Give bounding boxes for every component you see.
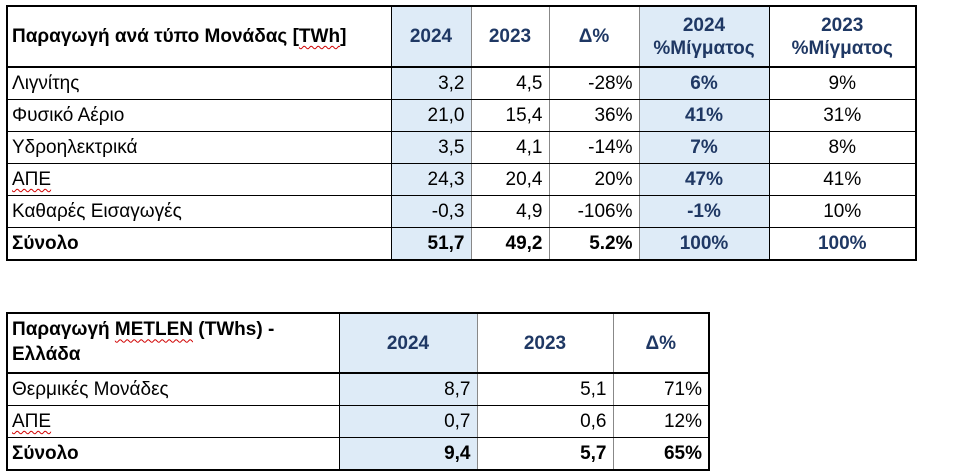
cell-2024: -0,3 [391, 195, 472, 228]
cell-mix-2023: 10% [769, 195, 917, 228]
table-row: ΑΠΕ 0,7 0,6 12% [6, 405, 710, 438]
cell-2023: 0,6 [477, 405, 614, 438]
cell-mix-2024: 6% [639, 67, 770, 100]
cell-2024: 3,2 [391, 67, 472, 100]
column-header-2024: 2024 [339, 312, 478, 374]
production-by-unit-type-table: Παραγωγή ανά τύπο Μονάδας [TWh] 2024 202… [6, 5, 917, 261]
row-label: Θερμικές Μονάδες [6, 373, 340, 406]
table-row: Υδροηλεκτρικά 3,5 4,1 -14% 7% 8% [6, 131, 917, 164]
spellcheck-word: METLEN [114, 319, 194, 341]
table-row: Καθαρές Εισαγωγές -0,3 4,9 -106% -1% 10% [6, 195, 917, 228]
cell-2023: 4,1 [471, 131, 550, 164]
cell-2024: 9,4 [339, 437, 478, 471]
table-header-row: Παραγωγή ανά τύπο Μονάδας [TWh] 2024 202… [6, 5, 917, 68]
table-title: Παραγωγή ανά τύπο Μονάδας [TWh] [6, 5, 392, 68]
cell-2024: 0,7 [339, 405, 478, 438]
column-header-2023: 2023 [471, 5, 550, 68]
cell-delta: 36% [549, 99, 640, 132]
column-header-2024: 2024 [391, 5, 472, 68]
table-row: Λιγνίτης 3,2 4,5 -28% 6% 9% [6, 67, 917, 100]
cell-delta: -14% [549, 131, 640, 164]
cell-2024: 8,7 [339, 373, 478, 406]
column-header-mix-2023: 2023 %Μίγματος [769, 5, 917, 68]
cell-mix-2023: 31% [769, 99, 917, 132]
spellcheck-word: TWh [298, 26, 341, 47]
row-label: Λιγνίτης [6, 67, 392, 100]
cell-2023: 20,4 [471, 163, 550, 196]
table-total-row: Σύνολο 51,7 49,2 5.2% 100% 100% [6, 227, 917, 261]
cell-mix-2024: 100% [639, 227, 770, 261]
row-label: ΑΠΕ [6, 405, 340, 438]
cell-2023: 5,1 [477, 373, 614, 406]
cell-mix-2024: 7% [639, 131, 770, 164]
cell-2023: 4,9 [471, 195, 550, 228]
cell-delta: -28% [549, 67, 640, 100]
table-total-row: Σύνολο 9,4 5,7 65% [6, 437, 710, 471]
cell-mix-2023: 100% [769, 227, 917, 261]
spellcheck-word: ΑΠΕ [12, 411, 52, 432]
row-label: ΑΠΕ [6, 163, 392, 196]
cell-delta: -106% [549, 195, 640, 228]
row-label-total: Σύνολο [6, 437, 340, 471]
table-row: Φυσικό Αέριο 21,0 15,4 36% 41% 31% [6, 99, 917, 132]
row-label-total: Σύνολο [6, 227, 392, 261]
table-header-row: Παραγωγή METLEN (TWhs) - Ελλάδα 2024 2023… [6, 312, 710, 374]
cell-2024: 3,5 [391, 131, 472, 164]
cell-mix-2023: 9% [769, 67, 917, 100]
table-title: Παραγωγή METLEN (TWhs) - Ελλάδα [6, 312, 340, 374]
row-label: Φυσικό Αέριο [6, 99, 392, 132]
cell-2024: 51,7 [391, 227, 472, 261]
row-label: Καθαρές Εισαγωγές [6, 195, 392, 228]
cell-delta: 5.2% [549, 227, 640, 261]
column-header-delta: Δ% [613, 312, 710, 374]
cell-2024: 21,0 [391, 99, 472, 132]
metlen-production-greece-table: Παραγωγή METLEN (TWhs) - Ελλάδα 2024 2023… [6, 312, 710, 471]
column-header-mix-2024: 2024 %Μίγματος [639, 5, 770, 68]
cell-mix-2024: 47% [639, 163, 770, 196]
cell-2024: 24,3 [391, 163, 472, 196]
cell-2023: 49,2 [471, 227, 550, 261]
cell-2023: 4,5 [471, 67, 550, 100]
cell-delta: 12% [613, 405, 710, 438]
column-header-2023: 2023 [477, 312, 614, 374]
column-header-delta: Δ% [549, 5, 640, 68]
cell-mix-2024: 41% [639, 99, 770, 132]
table-row: Θερμικές Μονάδες 8,7 5,1 71% [6, 373, 710, 406]
cell-mix-2023: 8% [769, 131, 917, 164]
cell-mix-2023: 41% [769, 163, 917, 196]
cell-delta: 65% [613, 437, 710, 471]
cell-delta: 20% [549, 163, 640, 196]
row-label: Υδροηλεκτρικά [6, 131, 392, 164]
cell-delta: 71% [613, 373, 710, 406]
cell-2023: 15,4 [471, 99, 550, 132]
spellcheck-word: ΑΠΕ [12, 169, 52, 190]
cell-2023: 5,7 [477, 437, 614, 471]
table-row: ΑΠΕ 24,3 20,4 20% 47% 41% [6, 163, 917, 196]
cell-mix-2024: -1% [639, 195, 770, 228]
